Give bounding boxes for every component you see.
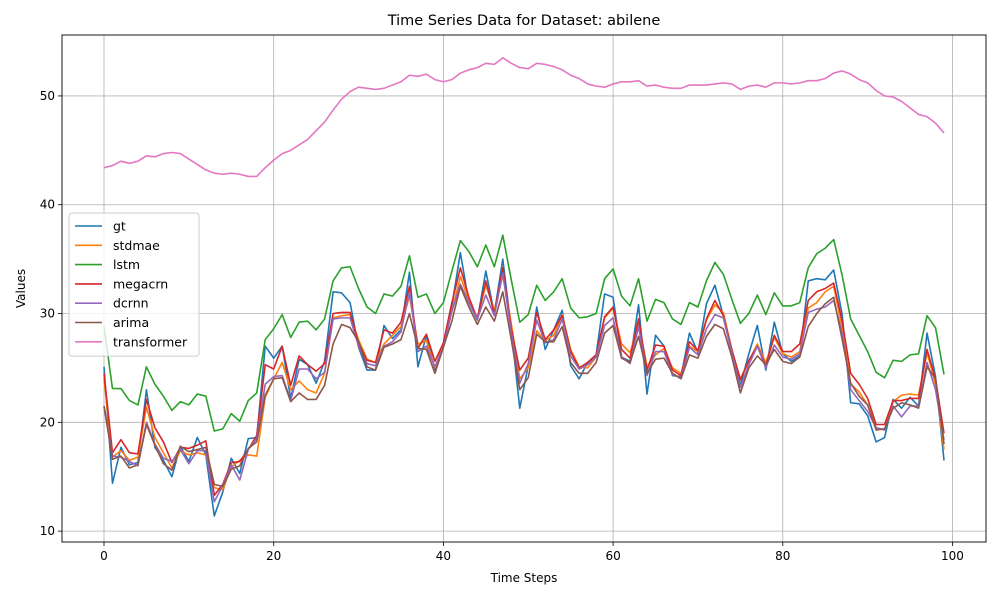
y-tick-label: 10	[40, 524, 55, 538]
x-tick-label: 80	[775, 549, 790, 563]
series-line-arima	[103, 285, 945, 488]
series-line-lstm	[103, 234, 945, 432]
legend-label-transformer: transformer	[113, 334, 188, 349]
legend-label-gt: gt	[113, 219, 126, 234]
y-tick-label: 20	[40, 415, 55, 429]
grid	[62, 35, 986, 542]
legend-box	[68, 212, 200, 357]
ticks: 0 20 40 60 80 100 10 20 30 40 50	[40, 89, 964, 563]
legend-label-dcrnn: dcrnn	[113, 296, 149, 311]
legend-label-lstm: lstm	[113, 257, 140, 272]
x-tick-label: 100	[941, 549, 964, 563]
x-tick-label: 20	[266, 549, 281, 563]
y-tick-label: 50	[40, 89, 55, 103]
plot-frame	[61, 34, 987, 543]
legend: gt stdmae lstm megacrn dcrnn arima transformer	[68, 212, 200, 357]
x-tick-label: 40	[436, 549, 451, 563]
legend-label-stdmae: stdmae	[113, 238, 160, 253]
series-lines	[103, 57, 945, 517]
x-tick-label: 0	[100, 549, 108, 563]
y-tick-label: 30	[40, 307, 55, 321]
series-line-transformer	[103, 57, 945, 178]
legend-label-megacrn: megacrn	[113, 276, 168, 291]
x-axis-label: Time Steps	[490, 571, 558, 585]
y-tick-label: 40	[40, 198, 55, 212]
y-axis-label: Values	[14, 269, 28, 308]
series-line-dcrnn	[103, 272, 945, 503]
x-tick-label: 60	[605, 549, 620, 563]
legend-label-arima: arima	[113, 315, 149, 330]
chart-title: Time Series Data for Dataset: abilene	[387, 13, 661, 29]
